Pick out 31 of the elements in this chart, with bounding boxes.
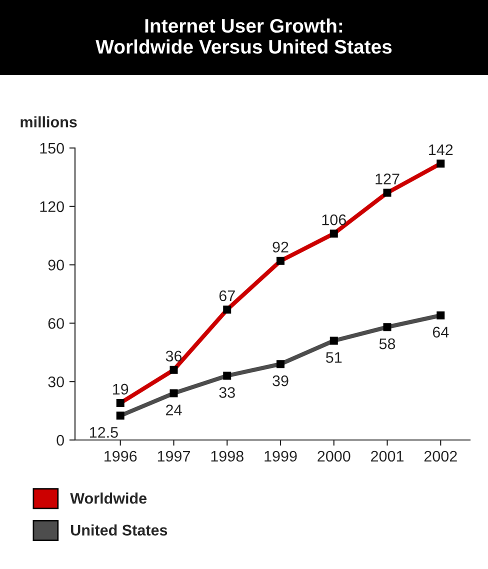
- y-tick-label: 0: [56, 434, 64, 446]
- data-label: 36: [166, 350, 182, 362]
- y-tick-label: 30: [48, 376, 64, 388]
- data-label: 24: [166, 404, 182, 416]
- legend-label: Worldwide: [70, 492, 147, 504]
- data-label: 64: [432, 326, 449, 338]
- y-axis-title: millions: [20, 116, 77, 128]
- y-tick-label: 120: [40, 201, 64, 212]
- legend-label: United States: [71, 524, 168, 536]
- data-label: 51: [326, 352, 342, 363]
- data-label: 106: [322, 214, 346, 226]
- y-tick-label: 90: [48, 260, 64, 270]
- x-tick-label: 1997: [158, 450, 190, 462]
- y-tick-label: 150: [40, 142, 64, 154]
- data-label: 67: [219, 290, 235, 302]
- data-label: 33: [219, 387, 235, 398]
- x-tick-label: 2001: [371, 450, 404, 462]
- data-label: 142: [429, 144, 453, 156]
- y-tick-label: 60: [48, 318, 64, 329]
- x-tick-label: 1999: [264, 450, 297, 462]
- chart-title: Internet User Growth: Worldwide Versus United States: [96, 18, 392, 54]
- data-label: 58: [379, 338, 396, 350]
- x-tick-label: 2002: [424, 450, 457, 462]
- x-tick-label: 1998: [211, 450, 244, 462]
- data-label: 19: [113, 384, 128, 395]
- data-label: 92: [272, 242, 288, 253]
- data-label: 127: [376, 174, 400, 184]
- x-tick-label: 1996: [104, 450, 137, 462]
- x-tick-label: 2000: [318, 450, 350, 462]
- data-label: 39: [272, 375, 288, 386]
- data-label: 12.5: [90, 427, 118, 438]
